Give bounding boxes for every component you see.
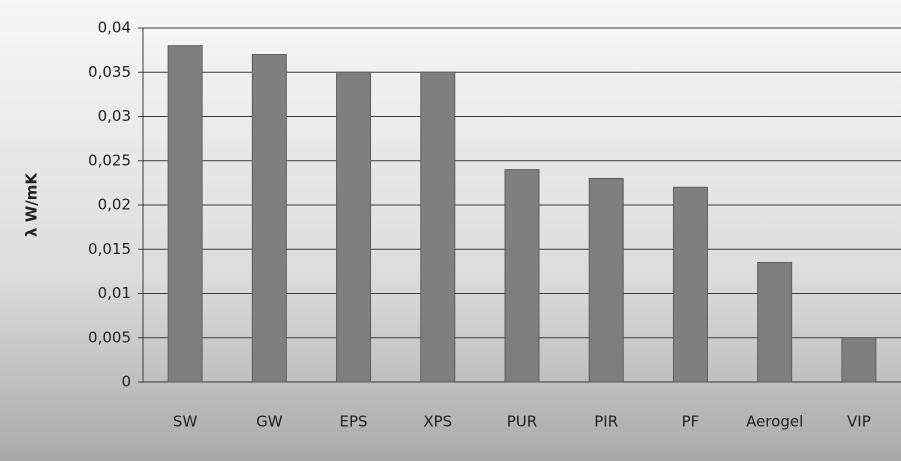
x-tick-label: XPS (423, 413, 452, 431)
y-tick-label: 0,005 (88, 328, 131, 346)
y-tick-label: 0,01 (98, 284, 131, 302)
x-tick-label: PIR (594, 413, 618, 431)
bar (504, 169, 540, 383)
x-tick-label: EPS (340, 413, 368, 431)
y-tick-label: 0,03 (98, 107, 131, 125)
bar (420, 71, 456, 383)
bar (672, 186, 708, 383)
bar (167, 45, 203, 383)
x-tick-label: PUR (507, 413, 537, 431)
x-tick-label: VIP (847, 413, 871, 431)
bar (336, 71, 372, 383)
y-axis-label: λ W/mK (23, 172, 41, 237)
bar (757, 262, 793, 383)
y-tick-label: 0,04 (98, 19, 131, 37)
x-tick-label: GW (256, 413, 283, 431)
bar (588, 177, 624, 383)
y-tick-label: 0,015 (88, 240, 131, 258)
x-tick-label: SW (173, 413, 198, 431)
y-tick-label: 0,025 (88, 151, 131, 169)
y-tick-label: 0,035 (88, 63, 131, 81)
bar (251, 54, 287, 383)
y-tick-label: 0,02 (98, 196, 131, 214)
y-tick-label: 0 (121, 373, 131, 391)
bar (841, 337, 877, 383)
x-tick-label: Aerogel (746, 413, 803, 431)
x-tick-label: PF (682, 413, 700, 431)
